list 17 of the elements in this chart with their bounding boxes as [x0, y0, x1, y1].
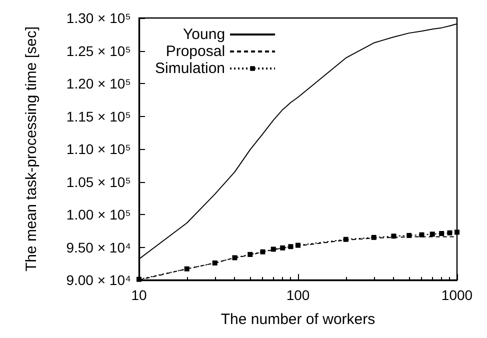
y-tick-label: 1.20 × 10⁵ [66, 76, 131, 92]
x-tick-label: 100 [286, 287, 310, 303]
legend-label: Proposal [166, 43, 226, 60]
y-axis-title: The mean task-processing time [sec] [23, 26, 40, 272]
y-tick-label: 1.15 × 10⁵ [66, 108, 131, 124]
legend-label: Young [183, 26, 226, 43]
x-axis-title: The number of workers [220, 311, 376, 328]
y-tick-label: 1.05 × 10⁵ [66, 174, 131, 190]
x-tick-label: 10 [131, 287, 147, 303]
y-tick-label: 9.50 × 10⁴ [66, 239, 131, 256]
y-tick-label: 1.00 × 10⁵ [66, 206, 131, 222]
y-tick-label: 1.30 × 10⁵ [66, 10, 131, 26]
legend-label: Simulation [154, 60, 226, 77]
x-tick-label: 1000 [441, 287, 473, 303]
y-tick-label: 1.10 × 10⁵ [66, 141, 131, 157]
y-tick-label: 1.25 × 10⁵ [66, 42, 131, 59]
y-tick-label: 9.00 × 10⁴ [66, 272, 131, 288]
